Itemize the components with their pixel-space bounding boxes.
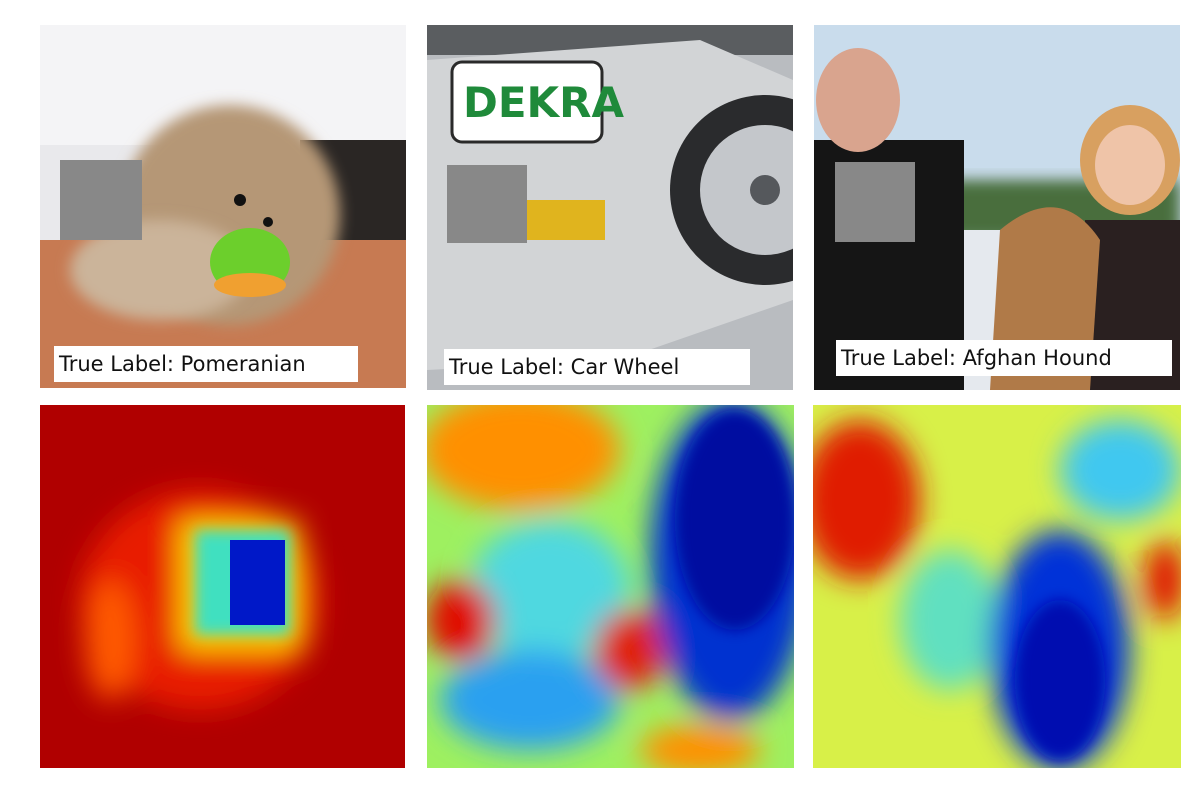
heatmap-car [427, 405, 794, 768]
label-box [444, 349, 750, 385]
car-logo: DEKRA [463, 78, 624, 127]
heatmap-pomeranian [40, 405, 405, 768]
heatmap-afghan [813, 405, 1181, 768]
photo-afghan [814, 25, 1180, 390]
label-box [836, 340, 1172, 376]
photo-pomeranian [40, 25, 406, 388]
label-box [54, 346, 358, 382]
panel-label: True Label: Afghan Hound [840, 346, 1112, 370]
photo-car: DEKRA [427, 25, 793, 390]
panel-label: True Label: Pomeranian [58, 352, 306, 376]
panel-label: True Label: Car Wheel [448, 355, 679, 379]
